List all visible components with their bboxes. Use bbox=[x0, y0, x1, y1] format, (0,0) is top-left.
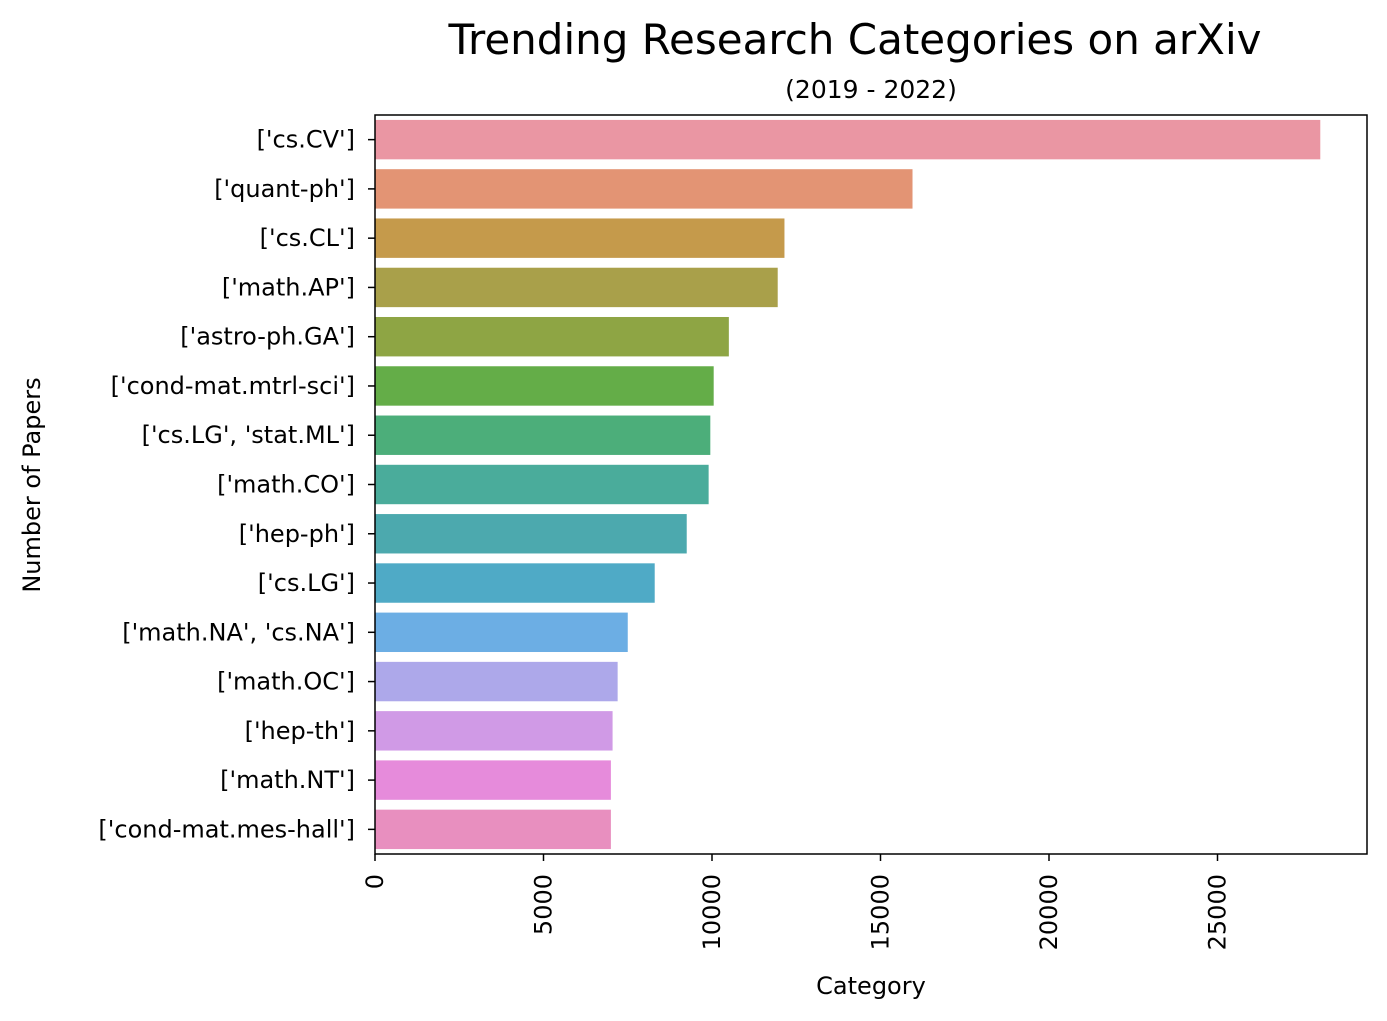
x-tick-label: 10000 bbox=[698, 874, 726, 950]
y-tick-label: ['cs.LG'] bbox=[258, 569, 355, 597]
chart-title: Trending Research Categories on arXiv bbox=[448, 15, 1262, 64]
bar bbox=[375, 563, 655, 603]
bar bbox=[375, 809, 611, 850]
bar bbox=[375, 366, 714, 406]
bar bbox=[375, 169, 913, 209]
bar bbox=[375, 661, 618, 702]
y-tick-label: ['math.NA', 'cs.NA'] bbox=[122, 618, 355, 646]
value-ticks: 0 5000 10000 15000 20000 25000 bbox=[361, 854, 1232, 950]
bar bbox=[375, 316, 729, 357]
y-axis-label: Number of Papers bbox=[18, 377, 46, 592]
y-tick-label: ['astro-ph.GA'] bbox=[180, 323, 355, 351]
bar bbox=[375, 760, 611, 800]
y-tick-label: ['math.NT'] bbox=[220, 766, 355, 794]
category-ticks: ['cs.CV'] ['quant-ph'] ['cs.CL'] ['math.AP'… bbox=[98, 126, 375, 843]
bars-group bbox=[375, 119, 1321, 850]
bar bbox=[375, 711, 613, 751]
x-tick-label: 25000 bbox=[1204, 874, 1232, 950]
y-tick-label: ['cond-mat.mtrl-sci'] bbox=[111, 372, 355, 400]
y-tick-label: ['hep-ph'] bbox=[239, 520, 355, 548]
bar bbox=[375, 119, 1321, 160]
y-tick-label: ['math.AP'] bbox=[222, 273, 355, 301]
chart-subtitle: (2019 - 2022) bbox=[785, 75, 957, 104]
bar bbox=[375, 514, 687, 554]
plot-frame bbox=[374, 114, 1368, 855]
y-tick-label: ['math.CO'] bbox=[217, 471, 355, 499]
x-axis-label: Category bbox=[816, 972, 926, 1000]
bar bbox=[375, 612, 628, 653]
bar bbox=[375, 218, 785, 258]
x-tick-label: 15000 bbox=[867, 874, 895, 950]
x-tick-label: 0 bbox=[361, 874, 389, 889]
y-tick-label: ['cs.CV'] bbox=[257, 126, 355, 154]
y-tick-label: ['cond-mat.mes-hall'] bbox=[98, 815, 355, 843]
bar bbox=[375, 464, 709, 505]
y-tick-label: ['cs.CL'] bbox=[260, 224, 355, 252]
y-tick-label: ['cs.LG', 'stat.ML'] bbox=[142, 421, 355, 449]
x-tick-label: 20000 bbox=[1035, 874, 1063, 950]
y-tick-label: ['hep-th'] bbox=[245, 717, 355, 745]
y-tick-label: ['math.OC'] bbox=[217, 668, 355, 696]
x-tick-label: 5000 bbox=[530, 874, 558, 935]
bar bbox=[375, 415, 711, 455]
bar bbox=[375, 267, 778, 308]
y-tick-label: ['quant-ph'] bbox=[214, 175, 355, 203]
